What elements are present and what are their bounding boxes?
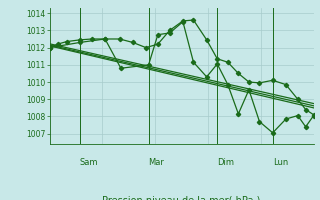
Text: Lun: Lun xyxy=(273,158,288,167)
Text: Pression niveau de la mer( hPa ): Pression niveau de la mer( hPa ) xyxy=(102,196,261,200)
Text: Sam: Sam xyxy=(80,158,99,167)
Text: Mar: Mar xyxy=(148,158,164,167)
Text: Dim: Dim xyxy=(217,158,234,167)
